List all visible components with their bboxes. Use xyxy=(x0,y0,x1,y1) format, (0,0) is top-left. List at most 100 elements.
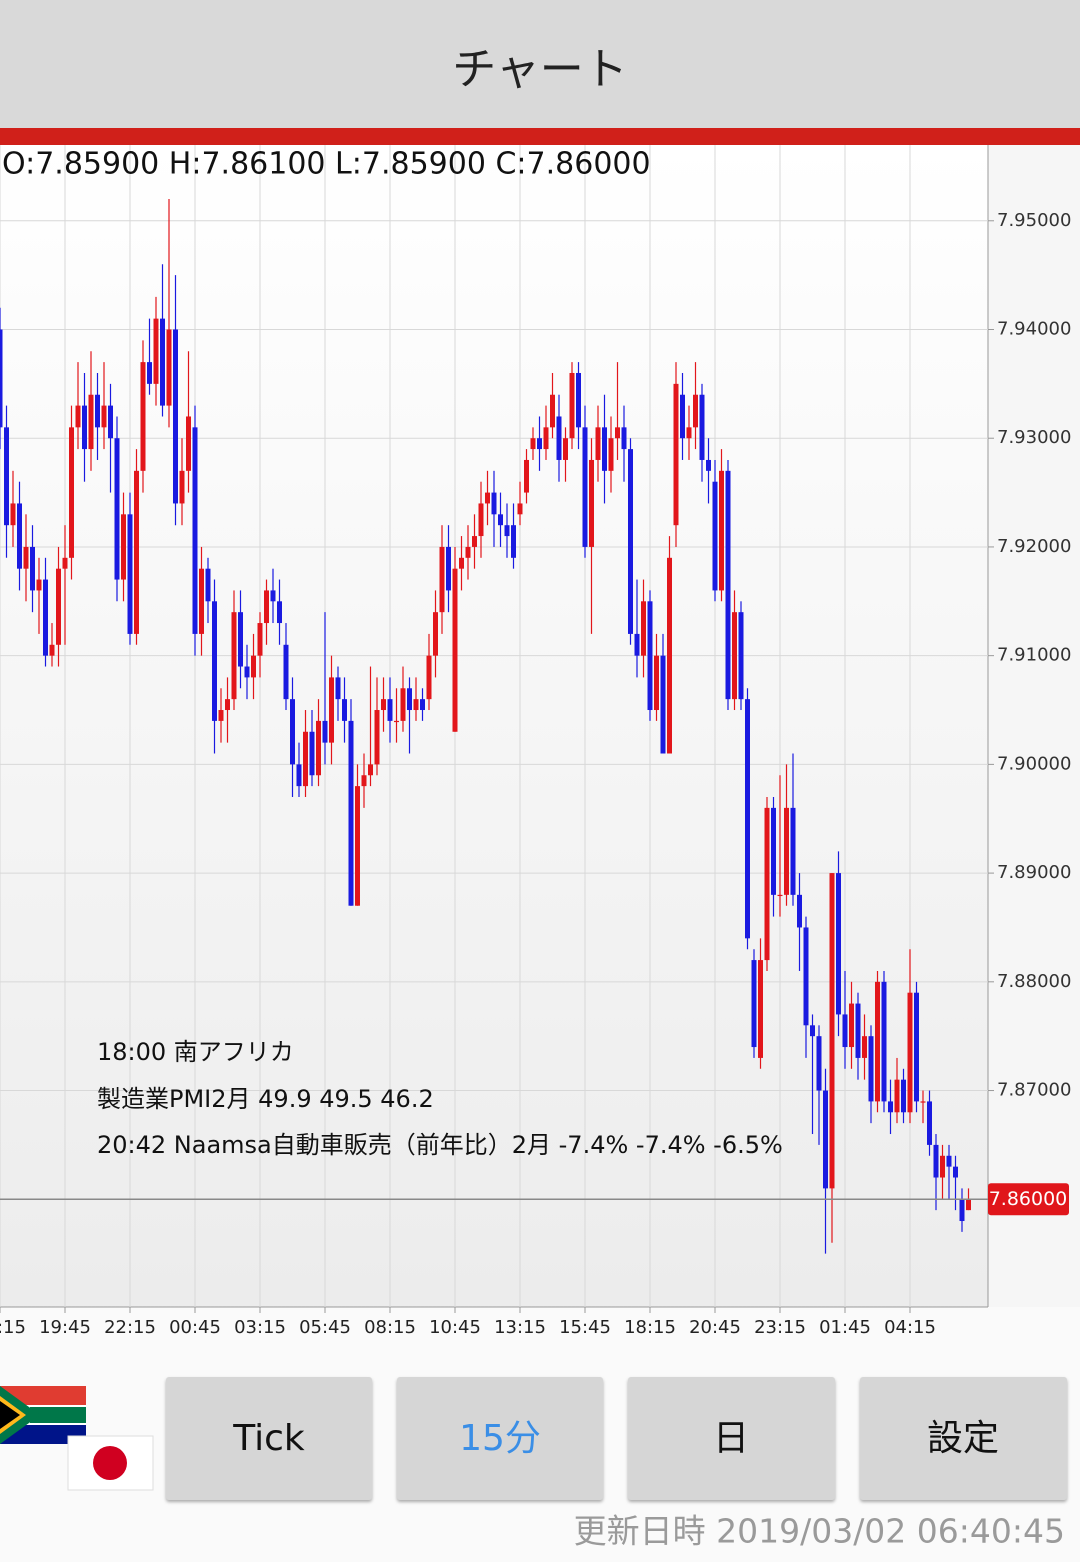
x-tick-label: 22:15 xyxy=(104,1317,156,1338)
candle-body xyxy=(901,1079,906,1113)
candle-body xyxy=(82,405,87,450)
candle-body xyxy=(641,601,646,656)
candle-body xyxy=(316,720,321,776)
candle-body xyxy=(160,318,165,406)
x-tick-label: 20:45 xyxy=(689,1317,741,1338)
candle-body xyxy=(563,438,568,460)
button-label[interactable]: 15分 xyxy=(459,1418,541,1459)
candle-body xyxy=(589,459,594,547)
candle-body xyxy=(231,612,237,700)
candle-body xyxy=(433,612,438,656)
candle-body xyxy=(355,786,360,906)
candle-body xyxy=(959,1199,965,1222)
candle-body xyxy=(420,699,425,711)
candle-body xyxy=(472,536,477,547)
candle-body xyxy=(147,362,152,384)
button[interactable]: 日 xyxy=(628,1377,835,1500)
x-tick-label: 04:15 xyxy=(884,1317,936,1338)
candle-body xyxy=(426,655,432,700)
candle-body xyxy=(725,470,731,700)
candle-body xyxy=(400,688,406,721)
candle-body xyxy=(868,1036,874,1102)
candle-body xyxy=(277,601,282,624)
last-price-label: 7.86000 xyxy=(989,1188,1068,1210)
candle-body xyxy=(686,427,692,439)
button-label[interactable]: Tick xyxy=(232,1418,305,1459)
candle-body xyxy=(179,470,185,504)
candle-body xyxy=(251,655,256,678)
candle-body xyxy=(953,1166,958,1178)
app-bar xyxy=(0,0,1080,128)
candle-body xyxy=(69,427,74,558)
button[interactable]: 設定 xyxy=(860,1377,1067,1500)
candle-body xyxy=(907,992,913,1113)
candle-body xyxy=(153,318,159,384)
candle-body xyxy=(602,427,607,471)
candle-body xyxy=(394,720,399,723)
candle-body xyxy=(114,438,120,580)
candle-body xyxy=(569,372,575,439)
candle-body xyxy=(706,459,711,471)
candle-body xyxy=(667,557,672,754)
candle-body xyxy=(556,416,562,460)
candle-body xyxy=(693,394,698,428)
candle-body xyxy=(342,699,347,721)
candle-body xyxy=(777,894,783,897)
y-tick-label: 7.91000 xyxy=(997,645,1071,666)
candle-body xyxy=(192,427,198,634)
candle-body xyxy=(797,894,802,928)
button-label[interactable]: 設定 xyxy=(927,1418,999,1459)
candle-body xyxy=(30,546,35,591)
candle-body xyxy=(309,731,315,776)
candle-body xyxy=(732,612,737,700)
button[interactable]: 15分 xyxy=(397,1377,603,1500)
candle-body xyxy=(56,568,61,645)
candle-body xyxy=(816,1036,822,1091)
candle-body xyxy=(335,677,341,700)
button-label[interactable]: 日 xyxy=(713,1418,749,1459)
candle-body xyxy=(413,699,419,711)
flag-south-africa xyxy=(0,1386,86,1444)
candle-body xyxy=(108,405,113,439)
candle-body xyxy=(803,927,809,1026)
y-tick-label: 7.87000 xyxy=(997,1080,1071,1101)
candle-body xyxy=(49,644,55,656)
candle-body xyxy=(199,568,204,634)
candle-body xyxy=(225,699,230,711)
candle-body xyxy=(446,546,451,591)
button[interactable]: Tick xyxy=(166,1377,372,1500)
y-tick-label: 7.89000 xyxy=(997,862,1071,883)
candle-body xyxy=(43,579,48,656)
candle-body xyxy=(829,873,835,1189)
candle-body xyxy=(699,394,705,460)
y-tick-label: 7.90000 xyxy=(997,753,1071,774)
candle-body xyxy=(745,699,750,939)
candle-body xyxy=(810,1025,815,1037)
x-tick-label: 17:15 xyxy=(0,1317,26,1338)
candle-body xyxy=(836,873,841,1015)
candle-body xyxy=(673,383,679,526)
candle-body xyxy=(615,427,620,439)
price-axis-area xyxy=(988,145,1080,1307)
candle-body xyxy=(862,1036,867,1058)
candle-body xyxy=(855,1003,861,1058)
candle-body xyxy=(173,329,178,504)
candle-body xyxy=(966,1199,971,1211)
candle-body xyxy=(387,699,393,721)
candle-body xyxy=(940,1155,945,1178)
candle-body xyxy=(634,633,640,656)
candle-body xyxy=(95,394,100,428)
candle-body xyxy=(290,699,295,765)
candle-body xyxy=(88,394,94,450)
candle-body xyxy=(927,1101,932,1145)
candle-body xyxy=(738,612,744,700)
candle-body xyxy=(920,1101,926,1103)
candle-body xyxy=(101,405,107,428)
candle-body xyxy=(621,427,627,450)
candle-body xyxy=(485,492,490,504)
candle-body xyxy=(647,601,653,711)
x-tick-label: 08:15 xyxy=(364,1317,416,1338)
y-tick-label: 7.94000 xyxy=(997,318,1071,339)
candle-body xyxy=(881,981,887,1102)
